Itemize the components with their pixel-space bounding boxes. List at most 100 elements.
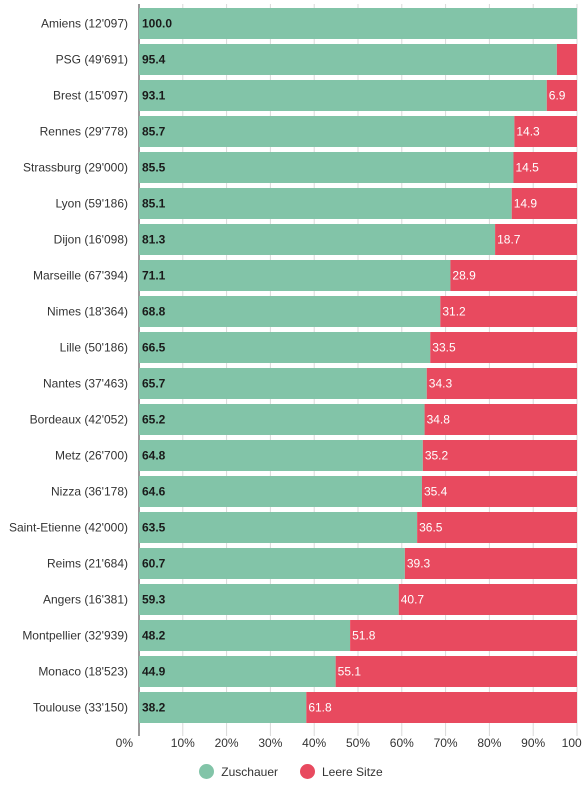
value-label-leere-sitze: 6.9 [549,89,566,103]
legend-swatch-leere-sitze [300,764,315,779]
bar-zuschauer [139,80,547,111]
bar-leere-sitze [404,548,577,579]
bar-zuschauer [139,188,512,219]
legend-swatch-zuschauer [199,764,215,779]
category-label: Nizza (36'178) [51,485,128,499]
bar-zuschauer [139,476,422,507]
bar-leere-sitze [513,152,577,183]
bar-zuschauer [139,620,351,651]
bar-leere-sitze [495,224,577,255]
category-label: PSG (49'691) [56,53,128,67]
bar-leere-sitze [440,296,577,327]
legend: Zuschauer Leere Sitze [0,764,582,779]
value-label-zuschauer: 63.5 [142,521,166,535]
value-label-zuschauer: 65.2 [142,413,166,427]
bar-zuschauer [139,584,399,615]
value-label-leere-sitze: 51.8 [352,629,376,643]
bar-leere-sitze [422,440,577,471]
category-label: Lyon (59'186) [55,197,128,211]
bar-zuschauer [139,44,557,75]
value-labels: 100.0 95.4 93.1 6.9 85.7 14.3 85.5 14.5 85.1 14.9… [142,17,566,715]
bar-zuschauer [139,404,425,435]
bar-zuschauer [139,440,423,471]
bar-leere-sitze [421,476,577,507]
category-label: Monaco (18'523) [38,665,128,679]
x-tick-label: 10% [171,736,195,750]
value-label-leere-sitze: 28.9 [452,269,476,283]
category-label: Bordeaux (42'052) [30,413,128,427]
value-label-leere-sitze: 35.2 [425,449,449,463]
x-tick-label: 100% [562,736,582,750]
value-label-zuschauer: 85.1 [142,197,166,211]
category-label: Nimes (18'364) [47,305,128,319]
value-label-zuschauer: 65.7 [142,377,166,391]
category-labels: Amiens (12'097) PSG (49'691) Brest (15'097… [9,17,128,715]
x-tick-label: 80% [477,736,501,750]
category-label: Angers (16'381) [43,593,128,607]
value-label-leere-sitze: 36.5 [419,521,443,535]
value-label-zuschauer: 44.9 [142,665,166,679]
x-tick-label: 90% [521,736,545,750]
value-label-leere-sitze: 35.4 [424,485,448,499]
x-tick-label: 40% [302,736,326,750]
value-label-zuschauer: 48.2 [142,629,166,643]
value-label-leere-sitze: 55.1 [338,665,362,679]
category-label: Marseille (67'394) [33,269,128,283]
value-label-leere-sitze: 33.5 [432,341,456,355]
x-tick-label: 60% [390,736,414,750]
x-tick-label: 70% [434,736,458,750]
bar-zuschauer [139,296,441,327]
value-label-leere-sitze: 18.7 [497,233,521,247]
value-label-zuschauer: 60.7 [142,557,166,571]
category-label: Dijon (16'098) [54,233,128,247]
x-tick-label: 30% [258,736,282,750]
value-label-zuschauer: 64.8 [142,449,166,463]
value-label-leere-sitze: 40.7 [401,593,425,607]
value-label-zuschauer: 38.2 [142,701,166,715]
legend-label-leere-sitze: Leere Sitze [322,764,383,779]
category-label: Reims (21'684) [47,557,128,571]
bar-zuschauer [139,512,418,543]
category-label: Saint-Etienne (42'000) [9,521,128,535]
bar-leere-sitze [546,80,577,111]
bar-leere-sitze [417,512,577,543]
bar-leere-sitze [306,692,577,723]
value-label-zuschauer: 100.0 [142,17,172,31]
value-label-leere-sitze: 39.3 [407,557,431,571]
value-label-zuschauer: 93.1 [142,89,166,103]
legend-label-zuschauer: Zuschauer [221,764,278,779]
bar-leere-sitze [350,620,577,651]
value-label-leere-sitze: 34.8 [427,413,451,427]
bar-zuschauer [139,8,577,39]
bar-zuschauer [139,692,307,723]
bar-leere-sitze [511,188,577,219]
x-axis-ticks: 0% 10% 20% 30% 40% 50% 60% 70% 80% 90% 100% [116,736,582,750]
value-label-leere-sitze: 61.8 [308,701,332,715]
value-label-zuschauer: 59.3 [142,593,166,607]
category-label: Amiens (12'097) [41,17,128,31]
bar-zuschauer [139,332,431,363]
category-label: Lille (50'186) [60,341,128,355]
value-label-leere-sitze: 31.2 [442,305,466,319]
bar-leere-sitze [430,332,577,363]
x-tick-label: 20% [215,736,239,750]
legend-item-zuschauer: Zuschauer [199,764,278,779]
value-label-leere-sitze: 34.3 [429,377,453,391]
bar-zuschauer [139,368,427,399]
category-label: Brest (15'097) [53,89,128,103]
value-label-zuschauer: 66.5 [142,341,166,355]
bar-zuschauer [139,116,515,147]
category-label: Nantes (37'463) [43,377,128,391]
bar-leere-sitze [514,116,577,147]
bar-leere-sitze [450,260,577,291]
bar-leere-sitze [426,368,577,399]
category-label: Metz (26'700) [55,449,128,463]
bar-leere-sitze [335,656,577,687]
category-label: Strassburg (29'000) [23,161,128,175]
value-label-zuschauer: 95.4 [142,53,166,67]
bar-leere-sitze [398,584,577,615]
value-label-leere-sitze: 14.5 [515,161,539,175]
value-label-zuschauer: 85.7 [142,125,166,139]
bar-zuschauer [139,152,514,183]
